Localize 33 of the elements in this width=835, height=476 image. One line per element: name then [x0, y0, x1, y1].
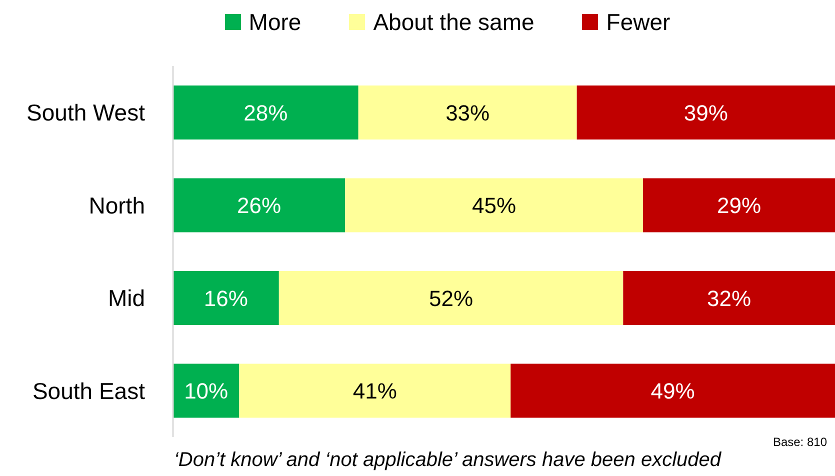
data-label: 16%	[204, 286, 248, 311]
bar	[345, 178, 644, 232]
annotation: Base: 810	[772, 435, 828, 449]
annotation: ‘Don’t know’ and ‘not applicable’ answers have been excluded	[172, 449, 722, 472]
data-label: 33%	[446, 100, 490, 126]
y-tick-label: North	[88, 192, 145, 218]
data-label: 52%	[429, 286, 474, 311]
data-label: 39%	[684, 100, 728, 126]
bar	[643, 178, 835, 232]
legend-label: About the same	[373, 8, 534, 36]
bar	[358, 85, 577, 140]
data-label: 32%	[707, 286, 752, 311]
data-label: 41%	[352, 378, 397, 404]
bar	[576, 85, 835, 140]
y-tick-label: South East	[32, 378, 146, 404]
data-label: 26%	[237, 193, 282, 218]
bar	[510, 364, 835, 418]
bar	[173, 364, 240, 418]
bar	[239, 364, 511, 418]
bar	[173, 178, 346, 232]
bar	[278, 270, 624, 325]
legend-label: Fewer	[606, 8, 670, 36]
bar	[173, 270, 279, 325]
bar	[623, 270, 835, 325]
data-label: 29%	[716, 193, 762, 218]
bar	[173, 85, 358, 140]
data-label: 49%	[650, 378, 695, 404]
data-label: 28%	[244, 100, 288, 126]
data-label: 45%	[472, 193, 516, 218]
data-label: 10%	[184, 378, 228, 404]
y-tick-label: Mid	[108, 285, 145, 312]
legend-label: More	[248, 8, 302, 36]
y-tick-label: South West	[26, 100, 146, 126]
